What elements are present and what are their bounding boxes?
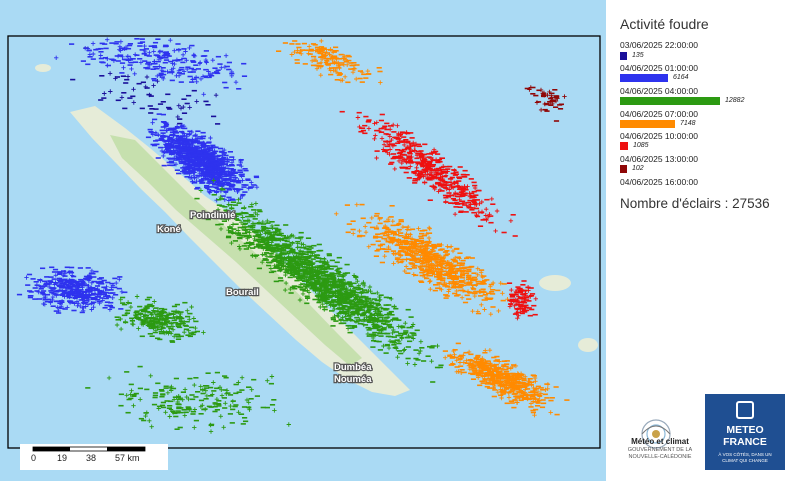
scale-label-57km: 57 km: [115, 453, 140, 463]
legend-time-5: 04/06/2025 10:00:00: [620, 131, 698, 141]
legend-bar-4: [620, 120, 675, 128]
lightning-map[interactable]: Poindimié Koné Bourail Dumbéa Nouméa: [0, 0, 606, 481]
meteo-climat-sub-line2: NOUVELLE-CALÉDONIE: [628, 453, 692, 460]
meteo-france-line2: FRANCE: [723, 436, 767, 448]
meteo-france-logo: METEO FRANCE À VOS CÔTÉS, DANS UN CLIMAT…: [705, 394, 785, 470]
town-kone: Koné: [157, 224, 181, 235]
domain-frame: [7, 35, 601, 449]
meteo-climat-subtitle: GOUVERNEMENT DE LA NOUVELLE-CALÉDONIE: [620, 447, 700, 460]
town-dumbea: Dumbéa: [334, 362, 372, 373]
legend-count-2: 6164: [673, 74, 689, 81]
meteo-climat-sub-line1: GOUVERNEMENT DE LA: [627, 447, 693, 453]
legend-time-4: 04/06/2025 07:00:00: [620, 109, 698, 119]
sea: [0, 0, 606, 481]
town-poindimie: Poindimié: [190, 210, 235, 221]
island-vegetation: [110, 135, 362, 366]
scale-label-19: 19: [57, 453, 68, 463]
legend-title: Activité foudre: [620, 16, 709, 32]
legend-time-3: 04/06/2025 04:00:00: [620, 86, 698, 96]
town-noumea: Nouméa: [334, 374, 372, 385]
meteo-france-tag-line2: CLIMAT QUI CHANGE: [722, 457, 768, 463]
legend-count-4: 7148: [680, 120, 696, 127]
legend-time-end: 04/06/2025 16:00:00: [620, 177, 698, 187]
legend-bar-1: [620, 52, 627, 60]
scale-label-38: 38: [86, 453, 97, 463]
legend-count-3: 12882: [725, 97, 745, 104]
lightning-strikes: [16, 37, 570, 434]
legend-count-6: 102: [632, 165, 644, 172]
island-lifou: [539, 275, 571, 291]
town-bourail: Bourail: [226, 287, 259, 298]
legend-bar-3: [620, 97, 720, 105]
legend-time-6: 04/06/2025 13:00:00: [620, 154, 698, 164]
strike-total: Nombre d'éclairs : 27536: [620, 196, 770, 211]
meteo-france-tag-line1: À VOS CÔTÉS, DANS UN: [718, 452, 772, 457]
legend-time-1: 03/06/2025 22:00:00: [620, 40, 698, 50]
island-north: [35, 64, 51, 72]
legend-bar-5: [620, 142, 628, 150]
legend-bar-2: [620, 74, 668, 82]
meteo-france-emblem-icon: [736, 401, 754, 419]
scale-bar: 0 19 38 57 km: [20, 444, 168, 470]
legend-count-1: 135: [632, 52, 644, 59]
meteo-france-tagline: À VOS CÔTÉS, DANS UN CLIMAT QUI CHANGE: [709, 452, 781, 463]
legend-panel: Activité foudre 03/06/2025 22:00:00 135 …: [606, 0, 794, 481]
legend-bar-6: [620, 165, 627, 173]
legend-count-5: 1085: [633, 142, 649, 149]
scale-label-0: 0: [31, 453, 37, 463]
meteo-climat-logo: [641, 419, 671, 449]
meteo-france-line1: METEO: [726, 424, 764, 436]
meteo-climat-name: Météo et climat: [631, 437, 689, 446]
legend-time-2: 04/06/2025 01:00:00: [620, 63, 698, 73]
island-mare: [578, 338, 598, 352]
